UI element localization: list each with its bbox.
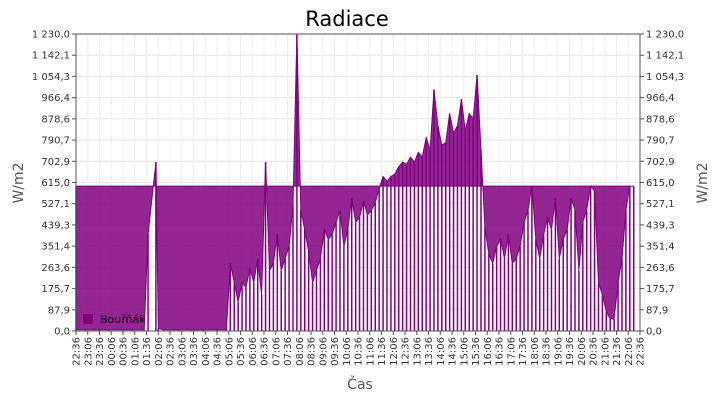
y-tick-label-left: 1 142,1 — [32, 51, 70, 62]
x-axis-title: Čas — [347, 375, 373, 393]
y-tick-label-right: 0,0 — [646, 327, 662, 338]
y-tick-label-right: 175,7 — [646, 284, 675, 295]
y-tick-label-left: 527,1 — [41, 199, 70, 210]
x-tick-label: 14:36 — [448, 337, 459, 366]
x-tick-label: 15:06 — [459, 337, 470, 366]
x-axis-ticks: 22:36 23:06 23:36 00:06 00:36 01:06 01:36 02:06… — [72, 337, 647, 366]
y-axis-title-right: W/m2 — [695, 162, 711, 203]
x-tick-label: 01:06 — [130, 337, 141, 366]
x-tick-label: 21:36 — [612, 337, 623, 366]
x-tick-label: 19:36 — [565, 337, 576, 366]
x-tick-label: 12:36 — [401, 337, 412, 366]
x-tick-label: 05:06 — [224, 337, 235, 366]
x-tick-label: 11:06 — [365, 337, 376, 366]
y-tick-label-right: 351,4 — [646, 242, 675, 253]
y-tick-label-right: 263,6 — [646, 263, 675, 274]
y-tick-label-right: 1 142,1 — [646, 51, 684, 62]
x-tick-label: 03:36 — [189, 337, 200, 366]
y-tick-label-left: 615,0 — [41, 178, 70, 189]
x-tick-label: 02:36 — [166, 337, 177, 366]
x-tick-label: 20:06 — [577, 337, 588, 366]
y-tick-label-right: 615,0 — [646, 178, 675, 189]
y-tick-label-right: 87,9 — [646, 305, 668, 316]
plot-frame — [75, 33, 641, 332]
x-tick-label: 07:06 — [271, 337, 282, 366]
x-tick-label: 19:06 — [553, 337, 564, 366]
x-tick-label: 10:36 — [354, 337, 365, 366]
y-axis-title-left: W/m2 — [11, 162, 27, 203]
y-tick-label-right: 790,7 — [646, 136, 675, 147]
x-tick-label: 09:36 — [330, 337, 341, 366]
y-tick-label-left: 263,6 — [41, 263, 70, 274]
x-tick-label: 22:06 — [624, 337, 635, 366]
y-tick-label-left: 175,7 — [41, 284, 70, 295]
chart-title: Radiace — [305, 7, 389, 31]
y-tick-label-left: 1 054,3 — [32, 72, 70, 83]
y-axis-left-ticks: 0,0 87,9 175,7 263,6 351,4 439,3 527,1 615,0 702… — [32, 30, 70, 338]
x-tick-label: 20:36 — [589, 337, 600, 366]
axes — [72, 33, 644, 335]
x-tick-label: 04:06 — [201, 337, 212, 366]
x-tick-label: 08:36 — [307, 337, 318, 366]
y-tick-label-right: 966,4 — [646, 93, 675, 104]
x-tick-label: 06:06 — [248, 337, 259, 366]
x-tick-label: 11:36 — [377, 337, 388, 366]
x-tick-label: 13:36 — [424, 337, 435, 366]
x-tick-label: 04:36 — [213, 337, 224, 366]
y-tick-label-right: 878,6 — [646, 114, 675, 125]
x-tick-label: 07:36 — [283, 337, 294, 366]
legend-swatch-bournak — [83, 314, 93, 324]
x-tick-label: 13:06 — [412, 337, 423, 366]
x-tick-label: 23:06 — [83, 337, 94, 366]
y-tick-label-left: 351,4 — [41, 242, 70, 253]
x-tick-label: 18:06 — [530, 337, 541, 366]
y-tick-label-left: 790,7 — [41, 136, 70, 147]
x-tick-label: 12:06 — [389, 337, 400, 366]
x-tick-label: 22:36 — [72, 337, 83, 366]
x-tick-label: 08:06 — [295, 337, 306, 366]
y-tick-label-left: 87,9 — [48, 305, 70, 316]
x-tick-label: 09:06 — [318, 337, 329, 366]
y-tick-label-right: 527,1 — [646, 199, 675, 210]
x-tick-label: 17:06 — [506, 337, 517, 366]
legend: Bouřňák — [83, 313, 146, 326]
x-tick-label: 21:06 — [600, 337, 611, 366]
y-tick-label-left: 439,3 — [41, 220, 70, 231]
x-tick-label: 00:06 — [107, 337, 118, 366]
x-tick-label: 17:36 — [518, 337, 529, 366]
y-tick-label-left: 1 230,0 — [32, 30, 70, 41]
series-layer — [75, 33, 635, 331]
x-tick-label: 06:36 — [260, 337, 271, 366]
y-tick-label-right: 702,9 — [646, 157, 675, 168]
x-tick-label: 15:36 — [471, 337, 482, 366]
x-tick-label: 18:36 — [542, 337, 553, 366]
x-tick-label: 00:36 — [119, 337, 130, 366]
x-tick-label: 10:06 — [342, 337, 353, 366]
y-axis-right-ticks: 0,0 87,9 175,7 263,6 351,4 439,3 527,1 615,0 702… — [646, 30, 684, 338]
y-tick-label-left: 966,4 — [41, 93, 70, 104]
x-tick-label: 16:36 — [495, 337, 506, 366]
x-tick-label: 01:36 — [142, 337, 153, 366]
x-tick-label: 02:06 — [154, 337, 165, 366]
x-tick-label: 14:06 — [436, 337, 447, 366]
x-tick-label: 05:36 — [236, 337, 247, 366]
y-tick-label-left: 0,0 — [54, 327, 70, 338]
x-tick-label: 03:06 — [177, 337, 188, 366]
legend-label-bournak: Bouřňák — [100, 313, 146, 326]
y-tick-label-left: 702,9 — [41, 157, 70, 168]
y-tick-label-right: 1 054,3 — [646, 72, 684, 83]
x-tick-label: 23:36 — [95, 337, 106, 366]
y-tick-label-left: 878,6 — [41, 114, 70, 125]
y-tick-label-right: 439,3 — [646, 220, 675, 231]
x-tick-label: 16:06 — [483, 337, 494, 366]
y-tick-label-right: 1 230,0 — [646, 30, 684, 41]
x-tick-label: 22:36 — [636, 337, 647, 366]
